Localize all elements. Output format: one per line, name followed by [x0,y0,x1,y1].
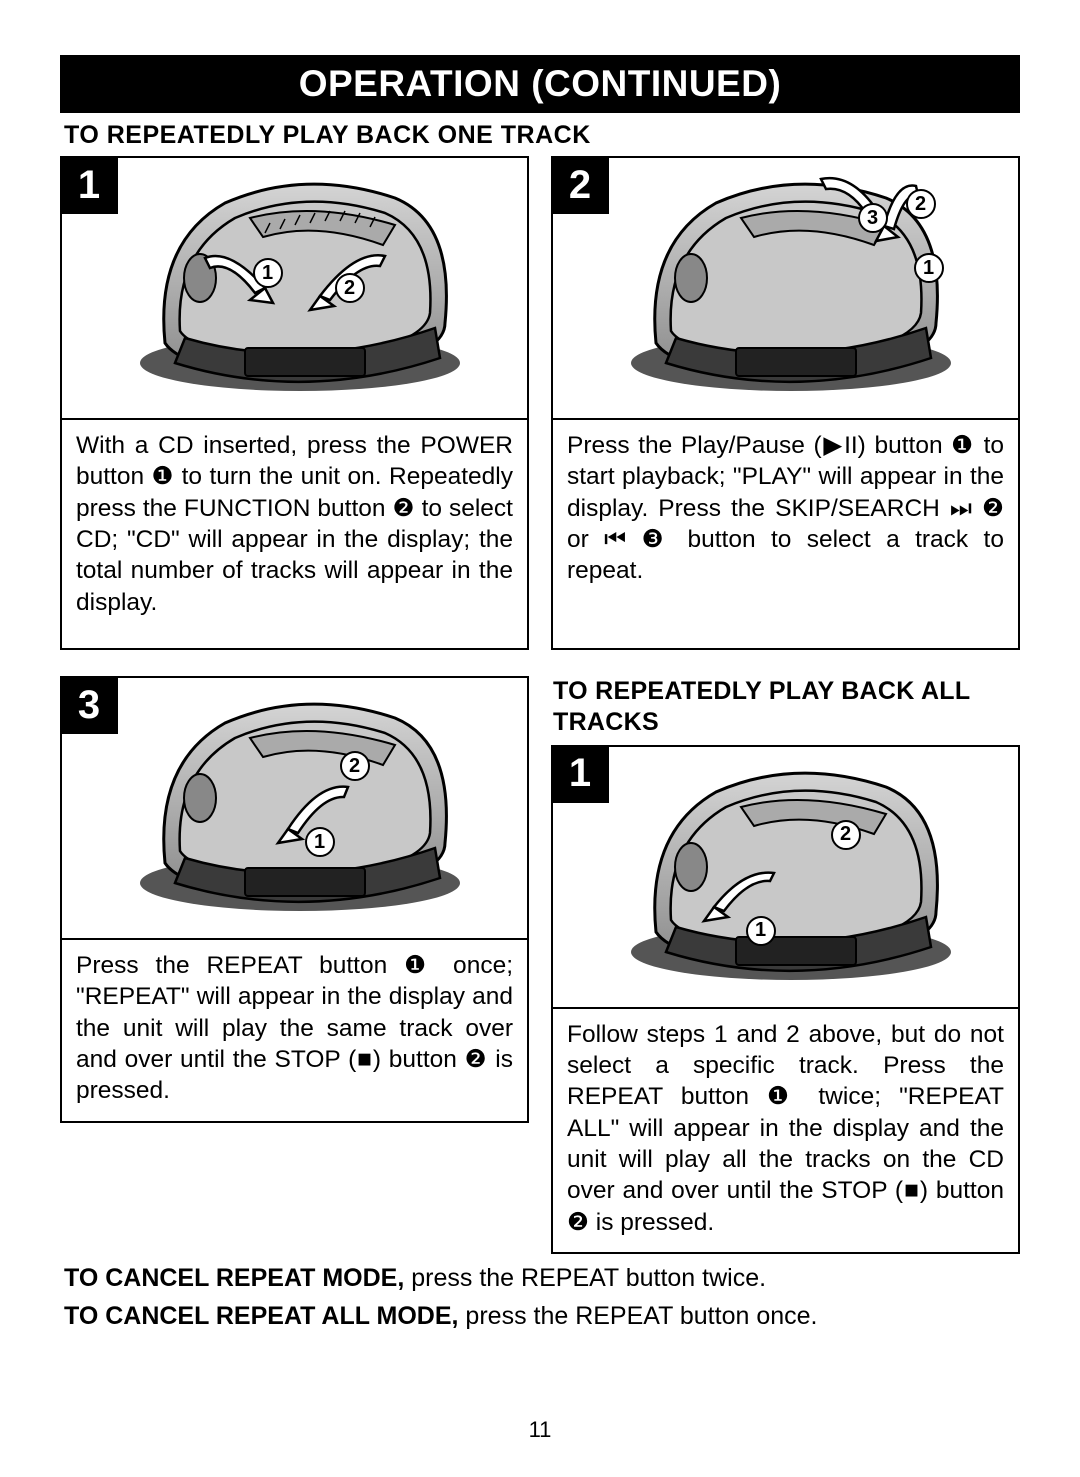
step-2-image-box: 2 [551,156,1020,420]
callout-marker: 2 [340,751,370,781]
step-4-image: 1 2 [553,747,1018,1007]
callout-marker: 3 [858,203,888,233]
step-2-text: Press the Play/Pause (▶II) button ❶ to s… [551,420,1020,650]
cancel-repeat-line: TO CANCEL REPEAT MODE, press the REPEAT … [64,1260,1020,1298]
callout-marker: 1 [253,258,283,288]
cancel-repeat-all-line: TO CANCEL REPEAT ALL MODE, press the REP… [64,1298,1020,1336]
step-1-col: 1 [60,156,529,1254]
callout-marker: 2 [335,273,365,303]
page-number: 11 [0,1417,1080,1443]
callout-marker: 1 [746,916,776,946]
step-3-image: 1 2 [62,678,527,938]
step-badge: 3 [60,676,118,734]
callout-marker: 2 [831,820,861,850]
cancel-repeat-bold: TO CANCEL REPEAT MODE, [64,1264,404,1292]
step-4-text: Follow steps 1 and 2 above, but do not s… [551,1009,1020,1255]
step-badge: 1 [551,745,609,803]
device-illustration [105,163,485,413]
step-4-image-box: 1 1 [551,745,1020,1009]
steps-grid: 1 [60,156,1020,1254]
callout-marker: 1 [305,827,335,857]
step-badge: 2 [551,156,609,214]
cancel-notes: TO CANCEL REPEAT MODE, press the REPEAT … [64,1260,1020,1335]
step-1-text: With a CD inserted, press the POWER butt… [60,420,529,650]
device-illustration [596,752,976,1002]
step-2-col: 2 [551,156,1020,1254]
step-1-image-box: 1 [60,156,529,420]
section-heading-repeat-one: TO REPEATEDLY PLAY BACK ONE TRACK [64,121,1020,150]
page-title-bar: OPERATION (CONTINUED) [60,55,1020,113]
callout-marker: 2 [906,189,936,219]
cancel-repeat-all-bold: TO CANCEL REPEAT ALL MODE, [64,1302,458,1330]
step-badge: 1 [60,156,118,214]
step-3-image-box: 3 1 [60,676,529,940]
cancel-repeat-all-rest: press the REPEAT button once. [458,1302,817,1330]
step-3-text: Press the REPEAT button ❶ once; "REPEAT"… [60,940,529,1123]
step-1-image: 1 2 [62,158,527,418]
step-2-image: 1 2 3 [553,158,1018,418]
section-heading-repeat-all: TO REPEATEDLY PLAY BACK ALL TRACKS [553,676,1020,739]
cancel-repeat-rest: press the REPEAT button twice. [404,1264,766,1292]
callout-marker: 1 [914,253,944,283]
